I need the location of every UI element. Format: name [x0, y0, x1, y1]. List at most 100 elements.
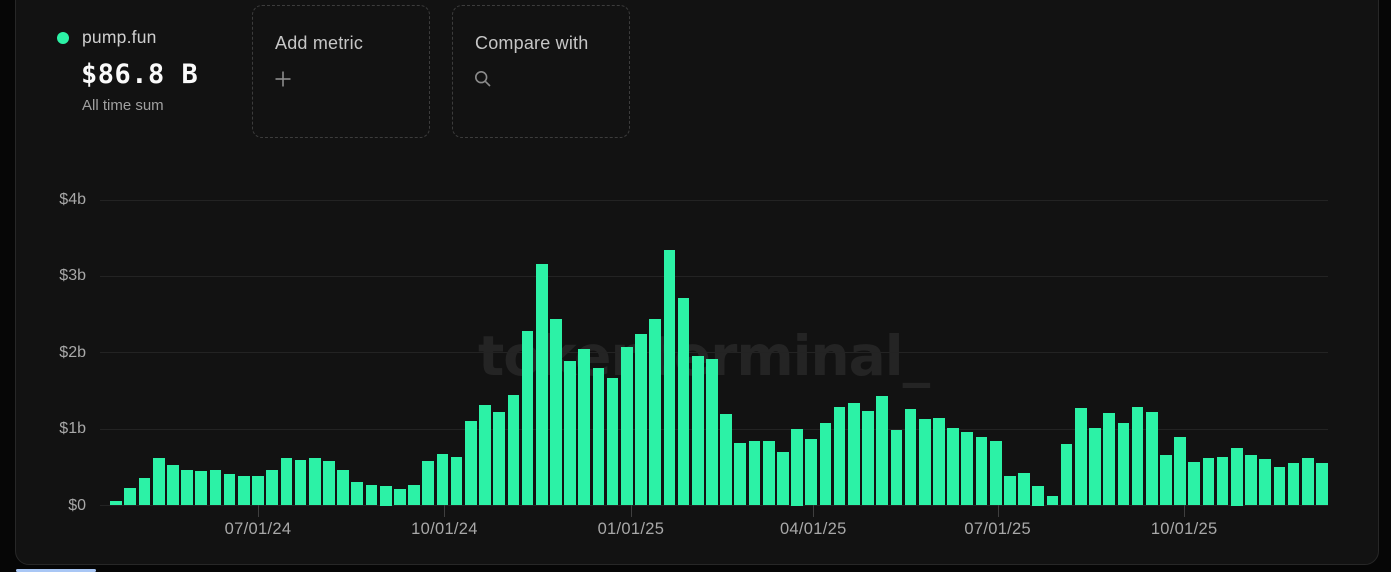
bar[interactable] [124, 487, 137, 506]
bar[interactable] [847, 403, 860, 506]
x-axis-tick [444, 505, 446, 517]
compare-with-button[interactable]: Compare with [452, 5, 630, 138]
bar[interactable] [890, 429, 903, 506]
bar[interactable] [592, 368, 605, 506]
bar[interactable] [933, 418, 945, 506]
bar[interactable] [961, 432, 974, 506]
bar[interactable] [1131, 406, 1144, 506]
bar[interactable] [564, 361, 576, 506]
bar[interactable] [351, 481, 364, 506]
bar[interactable] [337, 469, 349, 506]
bar[interactable] [862, 410, 874, 506]
gridline [100, 275, 1328, 277]
gridline [100, 352, 1328, 354]
bar[interactable] [706, 358, 718, 506]
bar[interactable] [819, 423, 832, 506]
bar[interactable] [1032, 486, 1045, 506]
bar[interactable] [833, 406, 846, 506]
bar[interactable] [918, 419, 931, 506]
bar[interactable] [209, 470, 222, 506]
bar[interactable] [1004, 475, 1016, 506]
bar[interactable] [975, 436, 988, 506]
bar[interactable] [521, 330, 534, 506]
x-axis-tick [258, 505, 259, 517]
x-axis-label: 10/01/25 [1150, 520, 1218, 538]
bar[interactable] [663, 249, 676, 506]
bar[interactable] [677, 297, 690, 506]
bar[interactable] [365, 484, 378, 506]
bar[interactable] [110, 500, 122, 506]
bar[interactable] [464, 420, 477, 506]
bar[interactable] [734, 442, 747, 506]
bar[interactable] [1160, 455, 1172, 506]
bar[interactable] [635, 334, 647, 506]
bar[interactable] [479, 405, 491, 506]
bar[interactable] [450, 457, 463, 506]
bar[interactable] [777, 452, 789, 506]
bar[interactable] [550, 319, 562, 506]
bar[interactable] [195, 471, 208, 506]
horizontal-scrollbar-thumb[interactable] [16, 569, 96, 572]
bar[interactable] [181, 469, 193, 506]
y-axis-label: $0 [68, 496, 86, 514]
bar[interactable] [422, 461, 435, 506]
bar[interactable] [1287, 463, 1300, 506]
bar[interactable] [507, 394, 520, 506]
bar[interactable] [535, 264, 548, 506]
bar[interactable] [152, 458, 165, 506]
bar[interactable] [1018, 472, 1030, 506]
bar[interactable] [1089, 427, 1101, 506]
bar[interactable] [394, 488, 406, 506]
series-legend[interactable]: pump.fun [57, 27, 157, 48]
bar[interactable] [266, 470, 279, 506]
bar[interactable] [408, 484, 420, 506]
series-color-dot-icon [57, 31, 69, 44]
bar[interactable] [1046, 495, 1059, 506]
bar[interactable] [876, 396, 889, 506]
bar[interactable] [1316, 463, 1328, 506]
add-metric-button[interactable]: Add metric [252, 5, 430, 138]
bar[interactable] [138, 478, 151, 506]
bar[interactable] [649, 319, 662, 506]
bar[interactable] [294, 460, 307, 506]
bar[interactable] [436, 454, 449, 506]
bar[interactable] [1117, 423, 1130, 506]
bar[interactable] [1245, 455, 1257, 506]
bar[interactable] [1074, 407, 1087, 506]
bar[interactable] [1145, 411, 1158, 506]
bar[interactable] [1174, 436, 1186, 506]
bar[interactable] [308, 458, 321, 506]
bar[interactable] [720, 413, 732, 506]
bar[interactable] [606, 377, 619, 506]
series-total-caption: All time sum [82, 97, 164, 114]
y-axis-label: $4b [59, 191, 86, 208]
bar[interactable] [904, 408, 917, 506]
bar[interactable] [791, 429, 803, 506]
bar[interactable] [379, 486, 392, 506]
bar[interactable] [1273, 466, 1286, 506]
bar[interactable] [323, 461, 335, 506]
bar[interactable] [1301, 458, 1314, 506]
bar[interactable] [578, 348, 591, 506]
bar[interactable] [691, 355, 704, 506]
bar[interactable] [493, 411, 505, 506]
bar[interactable] [223, 474, 236, 506]
bar[interactable] [1060, 444, 1073, 506]
x-axis-tick [630, 505, 632, 517]
bar[interactable] [252, 475, 264, 506]
bar[interactable] [748, 440, 761, 506]
bar[interactable] [620, 347, 633, 506]
bar[interactable] [1216, 456, 1229, 506]
bar[interactable] [1202, 458, 1215, 506]
bar[interactable] [237, 475, 250, 506]
bar[interactable] [805, 439, 818, 506]
bar[interactable] [280, 458, 293, 506]
bar[interactable] [167, 465, 179, 506]
bar[interactable] [947, 427, 959, 506]
bar[interactable] [1259, 458, 1272, 506]
bar[interactable] [1103, 413, 1115, 506]
bar[interactable] [1230, 448, 1243, 506]
bar[interactable] [762, 441, 775, 506]
bar[interactable] [989, 441, 1002, 506]
bar[interactable] [1188, 461, 1201, 506]
